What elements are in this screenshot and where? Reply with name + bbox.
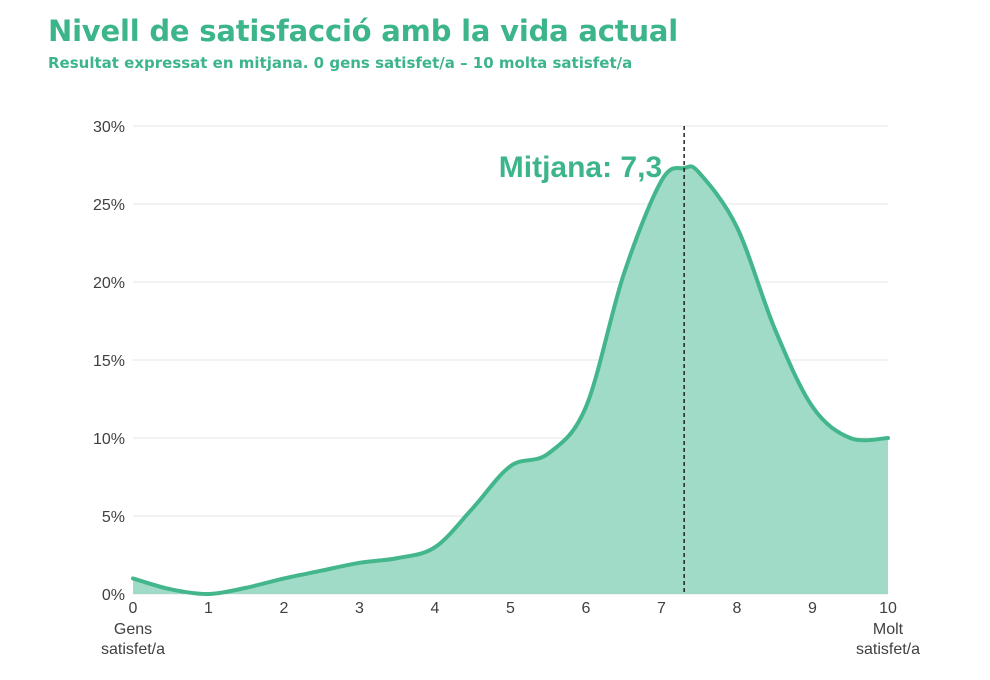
y-tick-label: 25% xyxy=(93,197,125,214)
x-tick-label: 5 xyxy=(506,600,515,617)
chart-subtitle: Resultat expressat en mitjana. 0 gens sa… xyxy=(48,54,633,72)
area-line xyxy=(131,164,890,597)
y-tick-label: 10% xyxy=(93,431,125,448)
x-end-label-right-1: Molt xyxy=(873,621,904,638)
y-axis-ticks: 0% 5% 10% 15% 20% 25% 30% xyxy=(93,119,125,604)
x-tick-label: 8 xyxy=(733,600,742,617)
x-axis-ticks: 0 1 2 3 4 5 6 7 8 9 10 xyxy=(129,600,897,617)
x-tick-label: 10 xyxy=(879,600,897,617)
x-tick-label: 7 xyxy=(657,600,666,617)
x-end-label-left-1: Gens xyxy=(114,621,152,638)
y-tick-label: 0% xyxy=(102,587,125,604)
area-fill xyxy=(133,166,888,595)
x-end-label-left-2: satisfet/a xyxy=(101,641,165,658)
y-tick-label: 15% xyxy=(93,353,125,370)
x-tick-label: 6 xyxy=(582,600,591,617)
x-end-label-right-2: satisfet/a xyxy=(856,641,920,658)
x-tick-label: 1 xyxy=(204,600,213,617)
chart-title: Nivell de satisfacció amb la vida actual xyxy=(48,14,679,48)
x-tick-label: 2 xyxy=(280,600,289,617)
x-tick-label: 3 xyxy=(355,600,364,617)
x-tick-label: 9 xyxy=(808,600,817,617)
x-tick-label: 4 xyxy=(431,600,440,617)
y-tick-label: 5% xyxy=(102,509,125,526)
x-tick-label: 0 xyxy=(129,600,138,617)
y-tick-label: 30% xyxy=(93,119,125,136)
mean-label: Mitjana: 7,3 xyxy=(499,151,662,184)
y-tick-label: 20% xyxy=(93,275,125,292)
